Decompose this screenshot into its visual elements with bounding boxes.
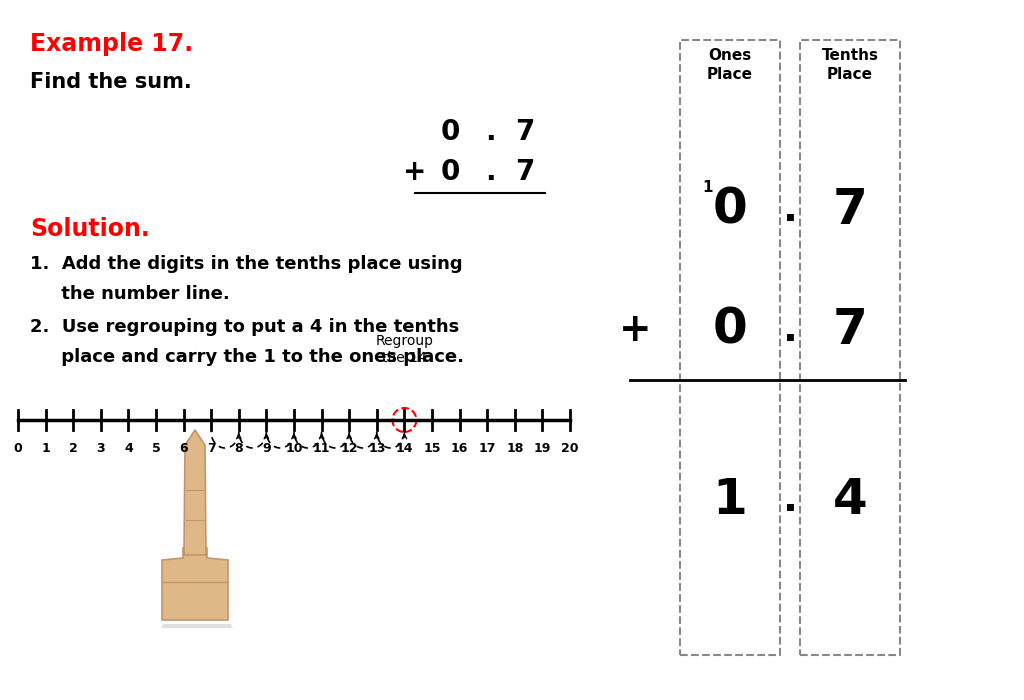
Text: 0: 0: [713, 186, 748, 234]
Text: 4: 4: [124, 442, 133, 455]
Text: 1: 1: [41, 442, 50, 455]
Text: Example 17.: Example 17.: [30, 32, 194, 56]
Text: 7: 7: [515, 158, 535, 186]
Text: 0: 0: [440, 158, 460, 186]
Text: 6: 6: [179, 442, 188, 455]
Text: .: .: [782, 191, 798, 229]
Text: 1: 1: [713, 476, 748, 524]
Text: the number line.: the number line.: [30, 285, 229, 303]
Text: 13: 13: [368, 442, 385, 455]
Text: 7: 7: [207, 442, 216, 455]
Text: .: .: [484, 118, 496, 146]
Text: Ones
Place: Ones Place: [707, 48, 753, 82]
Text: 2.  Use regrouping to put a 4 in the tenths: 2. Use regrouping to put a 4 in the tent…: [30, 318, 459, 336]
Text: 19: 19: [534, 442, 551, 455]
Text: 0: 0: [713, 306, 748, 354]
Text: .: .: [782, 481, 798, 519]
Text: 7: 7: [515, 118, 535, 146]
Text: Find the sum.: Find the sum.: [30, 72, 191, 92]
Text: 17: 17: [478, 442, 496, 455]
Text: 12: 12: [340, 442, 358, 455]
Text: +: +: [403, 158, 427, 186]
Text: 15: 15: [423, 442, 440, 455]
Text: Tenths
Place: Tenths Place: [821, 48, 879, 82]
Text: 5: 5: [152, 442, 161, 455]
Text: 11: 11: [313, 442, 331, 455]
Text: 7: 7: [833, 306, 867, 354]
Text: 8: 8: [234, 442, 243, 455]
Text: 7: 7: [833, 186, 867, 234]
Polygon shape: [184, 430, 206, 555]
Text: 0: 0: [13, 442, 23, 455]
Text: 1.  Add the digits in the tenths place using: 1. Add the digits in the tenths place us…: [30, 255, 463, 273]
Text: Regroup
the 14: Regroup the 14: [376, 334, 433, 365]
Text: 0: 0: [440, 118, 460, 146]
Text: 9: 9: [262, 442, 270, 455]
Polygon shape: [162, 548, 228, 620]
Text: .: .: [782, 311, 798, 349]
Text: 10: 10: [286, 442, 303, 455]
Text: 2: 2: [69, 442, 78, 455]
Text: 4: 4: [833, 476, 867, 524]
Text: 14: 14: [395, 442, 413, 455]
Text: Solution.: Solution.: [30, 217, 150, 241]
Text: 20: 20: [561, 442, 579, 455]
Text: 18: 18: [506, 442, 523, 455]
Text: 3: 3: [96, 442, 105, 455]
Text: place and carry the 1 to the ones place.: place and carry the 1 to the ones place.: [30, 348, 464, 366]
FancyBboxPatch shape: [680, 40, 780, 655]
Text: .: .: [484, 158, 496, 186]
FancyBboxPatch shape: [800, 40, 900, 655]
Text: 1: 1: [702, 181, 714, 195]
Polygon shape: [161, 624, 233, 628]
Text: 16: 16: [451, 442, 468, 455]
Text: +: +: [618, 311, 651, 349]
